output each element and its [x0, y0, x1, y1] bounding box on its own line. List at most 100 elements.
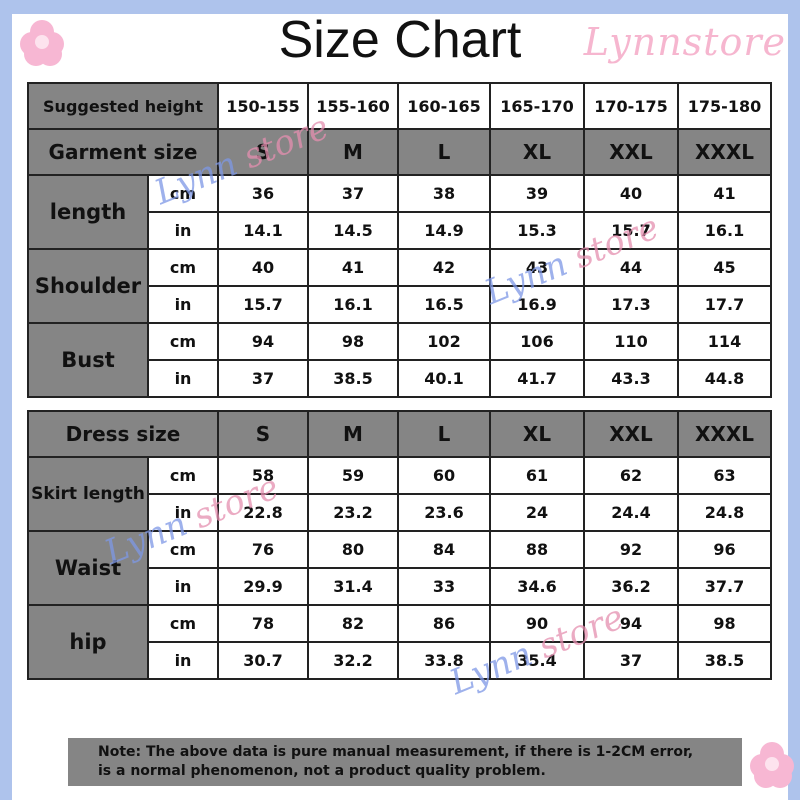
- value-cell: 43: [489, 248, 585, 287]
- value-cell: 96: [677, 530, 772, 569]
- value-cell: 88: [489, 530, 585, 569]
- value-cell: 35.4: [489, 641, 585, 680]
- value-cell: 90: [489, 604, 585, 643]
- value-cell: 14.5: [307, 211, 399, 250]
- value-cell: 82: [307, 604, 399, 643]
- flower-icon: [750, 742, 794, 788]
- value-cell: 63: [677, 456, 772, 495]
- measurement-label: Waist: [27, 530, 149, 606]
- measurement-label: length: [27, 174, 149, 250]
- value-cell: 41.7: [489, 359, 585, 398]
- value-cell: 31.4: [307, 567, 399, 606]
- size-header-cell: XXL: [583, 128, 679, 176]
- value-cell: 16.1: [677, 211, 772, 250]
- value-cell: 40: [217, 248, 309, 287]
- unit-label: in: [147, 493, 219, 532]
- value-cell: 78: [217, 604, 309, 643]
- size-label: Dress size: [27, 410, 219, 458]
- value-cell: 39: [489, 174, 585, 213]
- value-cell: 43.3: [583, 359, 679, 398]
- size-header-cell: XXXL: [677, 410, 772, 458]
- flower-icon: [20, 20, 64, 66]
- dress-size-table: Dress size S M L XL XXL XXXL Skirt length cm 58 59…: [27, 410, 772, 680]
- value-cell: 42: [397, 248, 491, 287]
- unit-label: cm: [147, 322, 219, 361]
- measurement-label: Bust: [27, 322, 149, 398]
- unit-label: cm: [147, 604, 219, 643]
- value-cell: 32.2: [307, 641, 399, 680]
- value-cell: 94: [583, 604, 679, 643]
- value-cell: 15.3: [489, 211, 585, 250]
- unit-label: in: [147, 641, 219, 680]
- table-row: Shoulder cm 40 41 42 43 44 45: [27, 248, 772, 324]
- value-cell: 29.9: [217, 567, 309, 606]
- value-cell: 110: [583, 322, 679, 361]
- size-header-cell: XXXL: [677, 128, 772, 176]
- value-cell: 44: [583, 248, 679, 287]
- unit-label: cm: [147, 174, 219, 213]
- size-header-cell: L: [397, 410, 491, 458]
- table-row: Skirt length cm 58 59 60 61 62 63: [27, 456, 772, 532]
- value-cell: 80: [307, 530, 399, 569]
- value-cell: 38.5: [307, 359, 399, 398]
- value-cell: 14.9: [397, 211, 491, 250]
- height-range-cell: 150-155: [217, 82, 309, 130]
- note-line-1: Note: The above data is pure manual meas…: [98, 744, 694, 760]
- value-cell: 38.5: [677, 641, 772, 680]
- table-row: in 29.9 31.4 33 34.6 36.2 37.7: [28, 567, 772, 606]
- value-cell: 98: [307, 322, 399, 361]
- value-cell: 16.1: [307, 285, 399, 324]
- size-label: Garment size: [27, 128, 219, 176]
- height-range-cell: 160-165: [397, 82, 491, 130]
- value-cell: 61: [489, 456, 585, 495]
- value-cell: 17.7: [677, 285, 772, 324]
- table-row: Waist cm 76 80 84 88 92 96: [27, 530, 772, 606]
- garment-size-table: Suggested height 150-155 155-160 160-165 165…: [27, 82, 772, 398]
- measurement-label: Shoulder: [27, 248, 149, 324]
- value-cell: 14.1: [217, 211, 309, 250]
- value-cell: 92: [583, 530, 679, 569]
- value-cell: 15.7: [583, 211, 679, 250]
- value-cell: 37: [217, 359, 309, 398]
- value-cell: 24.4: [583, 493, 679, 532]
- table-row: in 22.8 23.2 23.6 24 24.4 24.8: [28, 493, 772, 532]
- value-cell: 102: [397, 322, 491, 361]
- value-cell: 23.6: [397, 493, 491, 532]
- value-cell: 33: [397, 567, 491, 606]
- size-row: Dress size S M L XL XXL XXXL: [27, 410, 772, 458]
- value-cell: 37.7: [677, 567, 772, 606]
- value-cell: 36: [217, 174, 309, 213]
- table-row: in 15.7 16.1 16.5 16.9 17.3 17.7: [28, 285, 772, 324]
- unit-label: cm: [147, 530, 219, 569]
- value-cell: 41: [677, 174, 772, 213]
- size-row: Garment size S M L XL XXL XXXL: [27, 128, 772, 176]
- height-row: Suggested height 150-155 155-160 160-165 165…: [27, 82, 772, 130]
- value-cell: 58: [217, 456, 309, 495]
- value-cell: 36.2: [583, 567, 679, 606]
- size-header-cell: XL: [489, 128, 585, 176]
- value-cell: 98: [677, 604, 772, 643]
- size-header-cell: M: [307, 128, 399, 176]
- value-cell: 60: [397, 456, 491, 495]
- value-cell: 62: [583, 456, 679, 495]
- size-header-cell: M: [307, 410, 399, 458]
- value-cell: 34.6: [489, 567, 585, 606]
- unit-label: in: [147, 285, 219, 324]
- value-cell: 86: [397, 604, 491, 643]
- value-cell: 23.2: [307, 493, 399, 532]
- value-cell: 30.7: [217, 641, 309, 680]
- value-cell: 59: [307, 456, 399, 495]
- suggested-height-label: Suggested height: [27, 82, 219, 130]
- height-range-cell: 165-170: [489, 82, 585, 130]
- height-range-cell: 155-160: [307, 82, 399, 130]
- size-header-cell: S: [217, 410, 309, 458]
- value-cell: 94: [217, 322, 309, 361]
- unit-label: in: [147, 567, 219, 606]
- value-cell: 24.8: [677, 493, 772, 532]
- unit-label: in: [147, 359, 219, 398]
- table-row: in 37 38.5 40.1 41.7 43.3 44.8: [28, 359, 772, 398]
- value-cell: 38: [397, 174, 491, 213]
- note-line-2: is a normal phenomenon, not a product qu…: [98, 763, 546, 779]
- value-cell: 37: [307, 174, 399, 213]
- table-row: in 14.1 14.5 14.9 15.3 15.7 16.1: [28, 211, 772, 250]
